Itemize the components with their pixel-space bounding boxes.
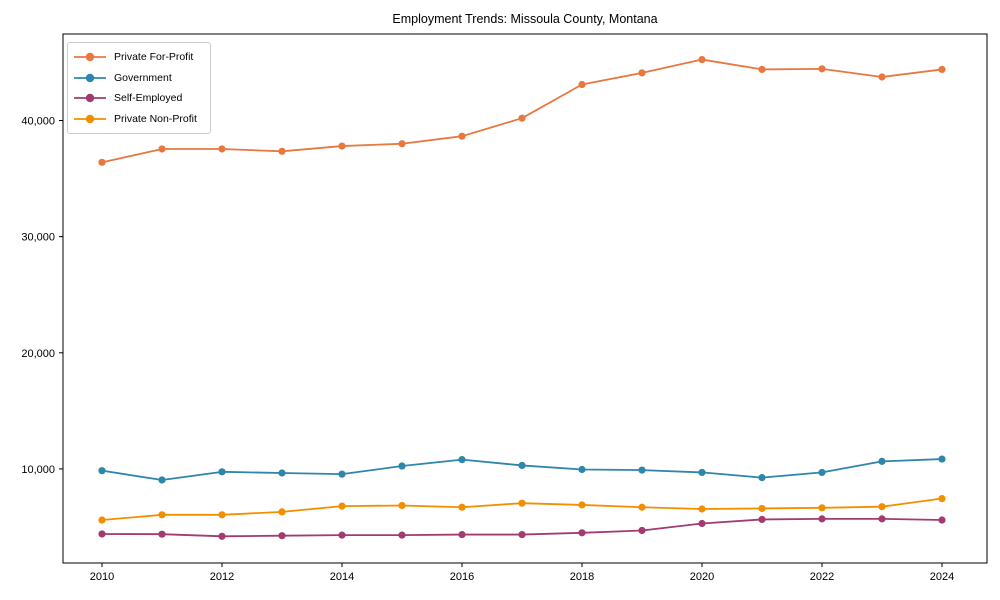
data-point bbox=[158, 476, 166, 484]
data-point bbox=[218, 511, 226, 519]
data-point bbox=[278, 469, 286, 477]
data-point bbox=[578, 80, 586, 89]
data-point bbox=[158, 145, 166, 153]
data-point bbox=[578, 529, 586, 537]
data-point bbox=[578, 501, 586, 509]
x-tick-label: 2022 bbox=[810, 571, 834, 583]
data-point bbox=[698, 505, 706, 513]
data-point bbox=[698, 55, 706, 64]
data-point bbox=[458, 530, 466, 539]
legend-swatch-marker bbox=[85, 73, 95, 82]
legend-swatch-marker bbox=[85, 94, 95, 103]
data-point bbox=[158, 530, 166, 538]
legend-label: Private For-Profit bbox=[114, 51, 194, 64]
data-point bbox=[638, 503, 646, 511]
y-tick-label: 40,000 bbox=[21, 116, 55, 128]
y-tick-label: 10,000 bbox=[21, 464, 55, 476]
y-tick-label: 30,000 bbox=[21, 232, 55, 244]
data-point bbox=[98, 467, 106, 475]
data-point bbox=[638, 69, 646, 77]
data-point bbox=[698, 519, 706, 528]
data-point bbox=[98, 516, 106, 524]
chart-title: Employment Trends: Missoula County, Mont… bbox=[392, 12, 658, 26]
data-point bbox=[398, 501, 406, 510]
data-point bbox=[638, 466, 646, 474]
data-point bbox=[338, 502, 346, 510]
data-point bbox=[398, 462, 406, 470]
data-point bbox=[398, 531, 406, 539]
data-point bbox=[458, 132, 466, 140]
legend-line-marker-icon bbox=[74, 53, 106, 62]
data-point bbox=[338, 142, 346, 150]
data-point bbox=[218, 532, 226, 540]
data-point bbox=[818, 504, 826, 512]
legend-swatch-marker bbox=[85, 114, 95, 123]
data-point bbox=[818, 468, 826, 477]
data-point bbox=[98, 158, 106, 166]
data-point bbox=[758, 515, 766, 524]
data-point bbox=[578, 465, 586, 474]
x-tick-label: 2010 bbox=[90, 571, 114, 583]
data-point bbox=[518, 114, 526, 122]
data-point bbox=[878, 457, 886, 465]
data-point bbox=[398, 140, 406, 148]
data-point bbox=[938, 455, 946, 463]
data-point bbox=[758, 65, 766, 74]
data-point bbox=[518, 461, 526, 470]
data-point bbox=[338, 531, 346, 539]
x-tick-label: 2018 bbox=[570, 571, 594, 583]
x-tick-label: 2016 bbox=[450, 571, 474, 583]
data-point bbox=[938, 494, 946, 503]
data-point bbox=[278, 508, 286, 516]
legend-line-marker-icon bbox=[74, 94, 106, 103]
series-line-private-for-profit bbox=[101, 58, 943, 164]
data-point bbox=[758, 474, 766, 482]
data-point bbox=[878, 515, 886, 523]
legend: Private For-Profit Government Self-Employe… bbox=[67, 42, 211, 134]
data-point bbox=[518, 499, 526, 507]
data-point bbox=[458, 456, 466, 464]
data-point bbox=[878, 503, 886, 511]
data-point bbox=[458, 503, 466, 511]
legend-label: Government bbox=[114, 71, 172, 84]
data-point bbox=[938, 65, 946, 74]
data-point bbox=[98, 530, 106, 538]
legend-label: Private Non-Profit bbox=[114, 112, 197, 125]
data-point bbox=[218, 145, 226, 153]
legend-label: Self-Employed bbox=[114, 92, 183, 105]
data-point bbox=[338, 470, 346, 478]
data-point bbox=[698, 468, 706, 477]
data-point bbox=[278, 147, 286, 155]
data-point bbox=[818, 515, 826, 523]
y-tick-label: 20,000 bbox=[21, 348, 55, 360]
data-point bbox=[518, 530, 526, 539]
data-point bbox=[878, 73, 886, 81]
plot-border bbox=[62, 33, 988, 564]
legend-line-marker-icon bbox=[74, 114, 106, 123]
x-tick-label: 2024 bbox=[930, 571, 954, 583]
data-point bbox=[638, 526, 646, 535]
x-tick-label: 2014 bbox=[330, 571, 354, 583]
x-tick-label: 2012 bbox=[210, 571, 234, 583]
x-tick-label: 2020 bbox=[690, 571, 714, 583]
data-point bbox=[278, 532, 286, 540]
data-point bbox=[938, 516, 946, 524]
legend-line-marker-icon bbox=[74, 73, 106, 82]
legend-item: Private Non-Profit bbox=[73, 109, 200, 130]
legend-item: Private For-Profit bbox=[73, 47, 200, 68]
legend-swatch-marker bbox=[85, 53, 95, 62]
data-point bbox=[818, 65, 826, 73]
legend-item: Self-Employed bbox=[73, 88, 200, 109]
data-point bbox=[158, 511, 166, 519]
data-point bbox=[758, 504, 766, 513]
data-point bbox=[218, 468, 226, 476]
legend-item: Government bbox=[73, 68, 200, 89]
